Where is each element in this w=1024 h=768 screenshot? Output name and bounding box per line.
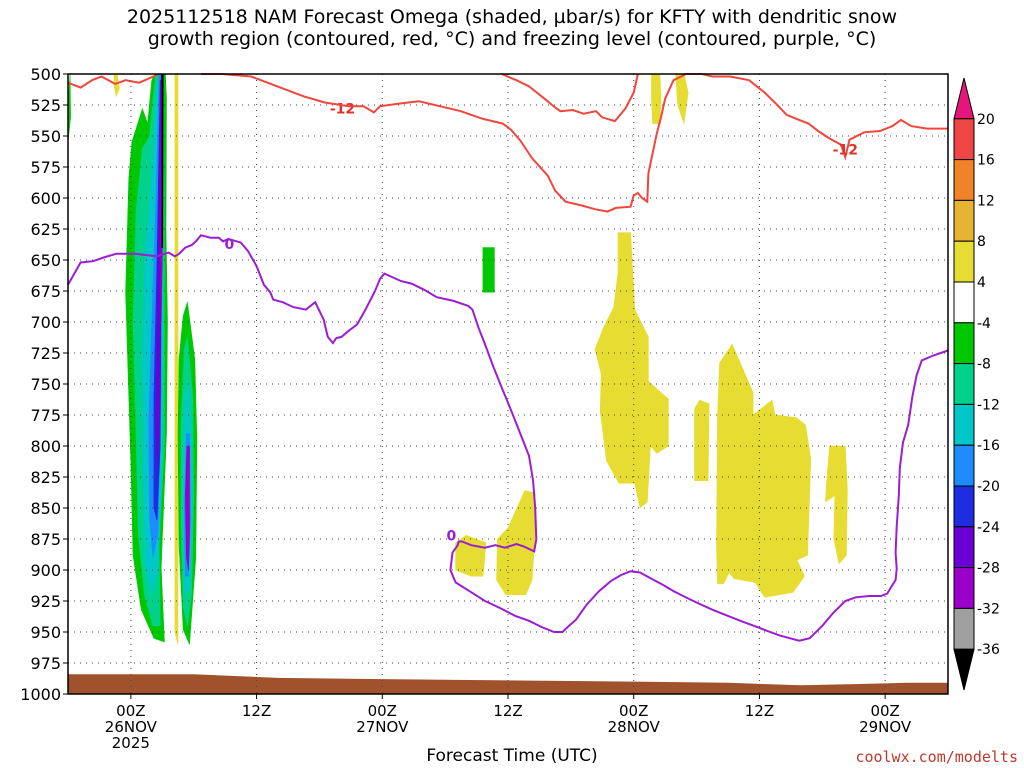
colorbar-label: -20 (977, 479, 1000, 495)
y-tick-label: 800 (30, 437, 61, 456)
terrain-layer (68, 674, 948, 694)
x-tick-label: 00Z (116, 702, 145, 720)
colorbar-label: -32 (977, 601, 1000, 617)
title-line-1: 2025112518 NAM Forecast Omega (shaded, µ… (126, 6, 898, 28)
colorbar-segment (953, 607, 975, 650)
x-tick-label: 00Z (870, 702, 899, 720)
omega-region (161, 73, 164, 248)
y-tick-label: 850 (30, 499, 61, 518)
y-tick-label: 600 (30, 189, 61, 208)
y-tick-label: 500 (30, 65, 61, 84)
colorbar-segment (953, 485, 975, 528)
colorbar-segment (953, 526, 975, 569)
x-axis-label: Forecast Time (UTC) (426, 746, 598, 766)
y-tick-label: 625 (30, 220, 61, 239)
colorbar: 20 16 12 8 4 -4 -8 -12 -16 -20 -24 -28 -32 -36 (953, 77, 1000, 691)
freezing-level-contour-label: 0 (224, 237, 234, 253)
colorbar-label: -8 (977, 357, 991, 373)
colorbar-label: -12 (977, 397, 1000, 413)
axis-layer: 500 525 550 575 600 625 650 675 700 725 750 775 800 8… (20, 65, 949, 752)
y-tick-label: 900 (30, 561, 61, 580)
title-line-2: growth region (contoured, red, °C) and f… (147, 28, 877, 50)
colorbar-segment (953, 322, 975, 365)
y-tick-label: 925 (30, 592, 61, 611)
y-tick-label: 525 (30, 96, 61, 115)
colorbar-segment (953, 444, 975, 487)
y-tick-label: 775 (30, 406, 61, 425)
colorbar-label: 16 (977, 153, 995, 169)
colorbar-segment (953, 363, 975, 405)
dgz-contour-line (201, 73, 948, 213)
colorbar-segment (953, 240, 975, 283)
x-tick-label: 12Z (493, 702, 522, 720)
grid-layer (68, 74, 948, 694)
x-tick-label: 00Z (368, 702, 397, 720)
y-tick-label: 650 (30, 251, 61, 270)
colorbar-bottom-arrow (953, 648, 975, 691)
omega-region (174, 73, 179, 645)
dgz-contour-label: -12 (833, 143, 858, 159)
x-tick-label: 26NOV (105, 718, 158, 736)
omega-region (675, 73, 689, 124)
colorbar-label: -4 (977, 316, 991, 332)
x-tick-label: 12Z (745, 702, 774, 720)
colorbar-segment (953, 403, 975, 446)
omega-shading-layer (67, 73, 848, 645)
y-tick-label: 700 (30, 313, 61, 332)
y-tick-label: 575 (30, 158, 61, 177)
y-tick-label: 1000 (20, 685, 61, 704)
colorbar-segment (953, 159, 975, 201)
colorbar-label: -24 (977, 520, 1000, 536)
x-tick-label: 27NOV (356, 718, 409, 736)
x-tick-label: 29NOV (859, 718, 912, 736)
colorbar-top-arrow (953, 77, 975, 120)
freezing-level-contour-line (67, 234, 949, 642)
y-tick-label: 825 (30, 468, 61, 487)
source-credit: coolwx.com/modelts (855, 748, 1018, 766)
omega-region (651, 73, 662, 124)
y-tick-label: 875 (30, 530, 61, 549)
y-tick-label: 975 (30, 654, 61, 673)
colorbar-segment (953, 118, 975, 161)
omega-region (594, 232, 669, 509)
colorbar-segment (953, 281, 975, 324)
omega-region (113, 73, 120, 98)
freezing-level-contour-label: 0 (447, 528, 457, 544)
colorbar-label: -16 (977, 438, 1000, 454)
colorbar-label: 20 (977, 112, 995, 128)
colorbar-label: 12 (977, 193, 995, 209)
terrain-fill (68, 674, 948, 694)
colorbar-segment (953, 199, 975, 242)
x-tick-label: 28NOV (608, 718, 661, 736)
y-tick-label: 750 (30, 375, 61, 394)
colorbar-label: -28 (977, 561, 1000, 577)
omega-region (716, 343, 812, 598)
dgz-contour-line (501, 73, 639, 123)
omega-region (496, 490, 536, 596)
x-tick-label: 12Z (242, 702, 271, 720)
x-tick-label: 00Z (619, 702, 648, 720)
colorbar-segment (953, 567, 975, 609)
omega-region (694, 399, 710, 482)
colorbar-label: -36 (977, 642, 1000, 658)
chart-title: 2025112518 NAM Forecast Omega (shaded, µ… (0, 6, 1024, 50)
omega-region (825, 445, 848, 565)
dgz-contour-line (67, 73, 160, 89)
y-tick-label: 950 (30, 623, 61, 642)
omega-region (482, 247, 495, 293)
colorbar-label: 4 (977, 275, 986, 291)
x-tick-label: 2025 (112, 734, 150, 752)
y-tick-label: 550 (30, 127, 61, 146)
y-tick-label: 725 (30, 344, 61, 363)
colorbar-label: 8 (977, 234, 986, 250)
y-tick-label: 675 (30, 282, 61, 301)
